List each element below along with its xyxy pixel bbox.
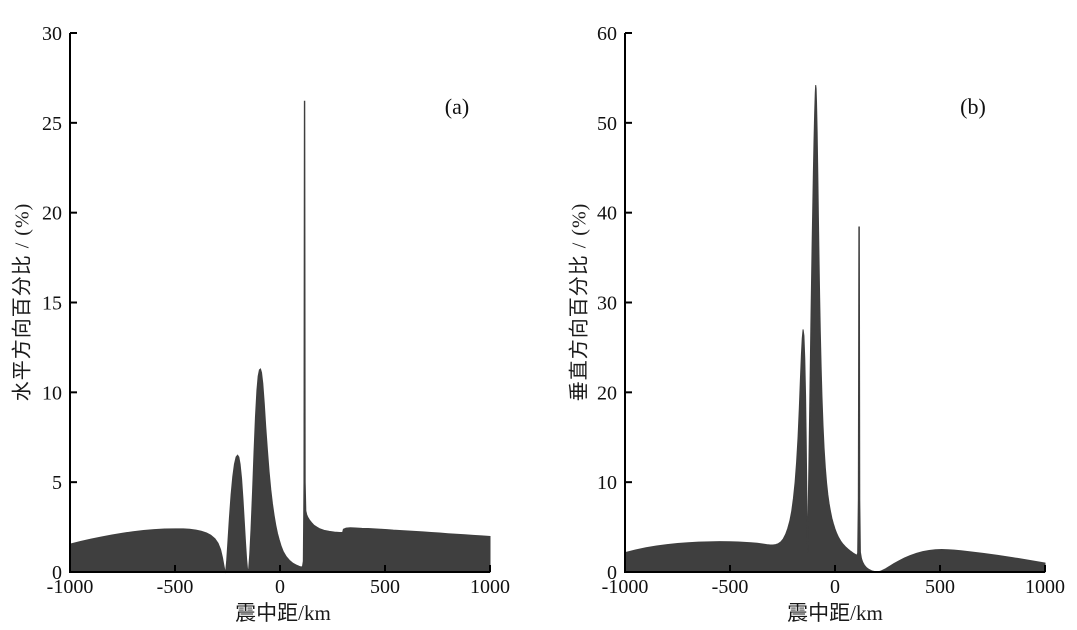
y-tick-label: 50 bbox=[597, 113, 617, 135]
y-tick-label: 60 bbox=[597, 23, 617, 45]
panel-b-label: (b) bbox=[960, 94, 986, 119]
y-tick-label: 0 bbox=[52, 562, 62, 584]
y-tick-label: 10 bbox=[597, 472, 617, 494]
y-tick-label: 15 bbox=[42, 293, 62, 315]
x-tick-label: -1000 bbox=[602, 576, 649, 598]
panel-(a)-axes bbox=[69, 33, 490, 573]
y-tick-label: 20 bbox=[597, 382, 617, 404]
panel-b-y-axis-title: 垂直方向百分比 / (%) bbox=[568, 202, 591, 402]
panel-a-label: (a) bbox=[444, 94, 470, 119]
y-tick-label: 40 bbox=[597, 203, 617, 225]
y-tick-label: 30 bbox=[597, 293, 617, 315]
y-tick-label: 30 bbox=[42, 23, 62, 45]
panel-b-x-axis-title: 震中距/km bbox=[787, 601, 883, 625]
x-tick-label: -500 bbox=[157, 576, 194, 598]
x-tick-label: 500 bbox=[925, 576, 955, 598]
panel-(a)-area-series bbox=[69, 100, 491, 574]
y-tick-label: 0 bbox=[607, 562, 617, 584]
x-tick-label: -500 bbox=[712, 576, 749, 598]
x-tick-label: -1000 bbox=[47, 576, 94, 598]
y-tick-label: 5 bbox=[52, 472, 62, 494]
x-tick-label: 500 bbox=[370, 576, 400, 598]
y-tick-label: 10 bbox=[42, 382, 62, 404]
x-tick-label: 0 bbox=[830, 576, 840, 598]
y-tick-label: 25 bbox=[42, 113, 62, 135]
panel-a-x-axis-title: 震中距/km bbox=[235, 601, 331, 625]
x-tick-label: 1000 bbox=[470, 576, 510, 598]
panel-a-y-axis-title: 水平方向百分比 / (%) bbox=[11, 202, 34, 402]
x-tick-label: 1000 bbox=[1025, 576, 1065, 598]
y-tick-label: 20 bbox=[42, 203, 62, 225]
x-tick-label: 0 bbox=[275, 576, 285, 598]
panel-(b)-area-series bbox=[624, 85, 1046, 573]
